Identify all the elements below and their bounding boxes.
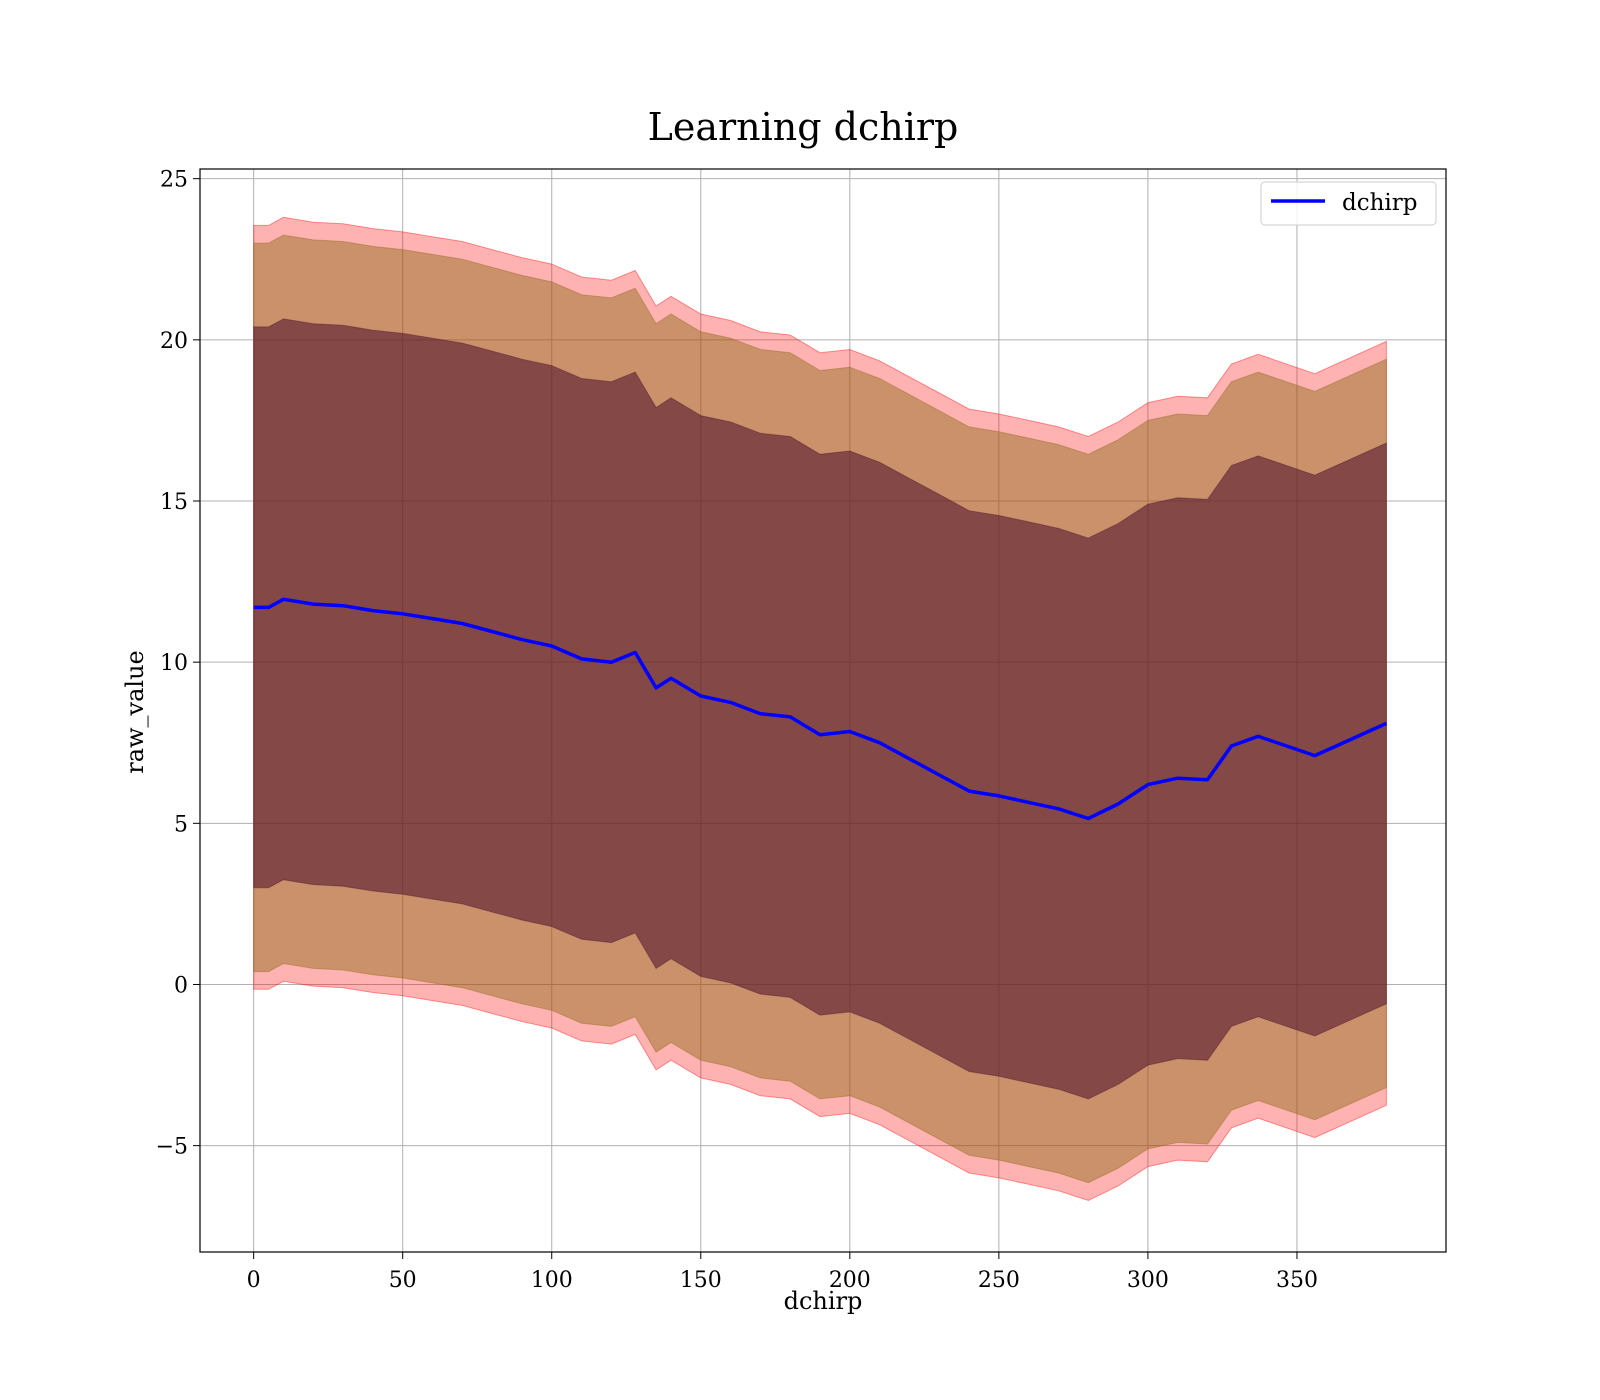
legend-box [1260, 181, 1437, 226]
x-tick-label-4: 200 [829, 1268, 871, 1293]
x-tick-label-0: 0 [247, 1268, 261, 1293]
x-tick-label-2: 100 [531, 1268, 573, 1293]
x-axis-label: dchirp [784, 1287, 863, 1315]
confidence-bands [253, 216, 1387, 1201]
y-tick-label-1: 0 [174, 973, 188, 998]
x-tick-label-3: 150 [680, 1268, 722, 1293]
y-tick-label-6: 25 [160, 168, 188, 193]
band-inner [253, 318, 1387, 1100]
y-axis-ticks: −5 0 5 10 15 20 25 [156, 168, 200, 1160]
y-tick-label-2: 5 [174, 812, 188, 837]
y-tick-label-0: −5 [156, 1135, 188, 1160]
chart-title: Learning dchirp [648, 105, 959, 149]
plot-frame [199, 168, 1447, 1253]
y-axis-label: raw_value [121, 650, 149, 774]
x-tick-label-1: 50 [389, 1268, 417, 1293]
x-axis-ticks: 0 50 100 150 200 250 300 350 [247, 1252, 1318, 1293]
x-tick-label-5: 250 [978, 1268, 1020, 1293]
y-tick-label-3: 10 [160, 651, 188, 676]
y-tick-label-4: 15 [160, 490, 188, 515]
legend-label-dchirp: dchirp [1342, 190, 1418, 216]
series-line-dchirp [253, 597, 1388, 821]
y-tick-label-5: 20 [160, 329, 188, 354]
x-tick-label-7: 350 [1276, 1268, 1318, 1293]
legend: dchirp [1260, 181, 1437, 226]
x-tick-label-6: 300 [1127, 1268, 1169, 1293]
